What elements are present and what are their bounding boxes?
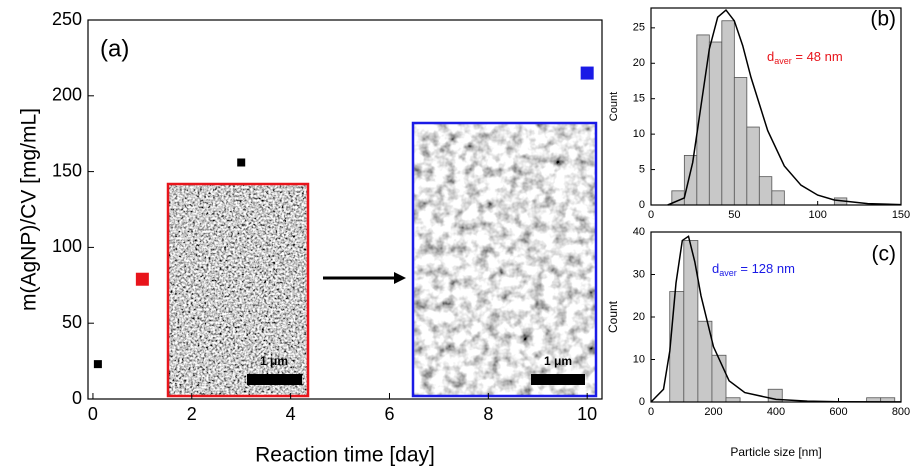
bar [771, 190, 785, 206]
plot-frame [650, 7, 902, 206]
x-tick-label: 0 [648, 406, 654, 418]
annotation-main: d [712, 261, 719, 276]
annotation-sub: aver [719, 268, 737, 278]
y-tick-label: 20 [633, 57, 645, 69]
x-tick-label: 2 [187, 404, 197, 424]
point [93, 360, 102, 369]
y-tick-label: 250 [52, 9, 82, 29]
plot-frame [87, 19, 603, 400]
annotation: daver = 128 nm [712, 261, 795, 278]
point [237, 158, 246, 167]
bar [683, 154, 698, 206]
point [135, 272, 149, 286]
sem-image [168, 184, 308, 396]
y-tick-label: 15 [633, 93, 645, 105]
bar [669, 291, 685, 403]
annotation-rest: = 48 nm [792, 49, 843, 64]
scale-bar-label: 1 μm [260, 354, 288, 368]
fit-curve [650, 235, 902, 403]
x-axis-title: Particle size [nm] [730, 445, 821, 459]
y-tick-label: 25 [633, 22, 645, 34]
y-tick-label: 0 [72, 388, 82, 408]
arrow [323, 272, 406, 284]
bar [711, 354, 727, 403]
point [580, 66, 594, 80]
x-axis-title: Reaction time [day] [255, 444, 435, 467]
scale-bar-label: 1 μm [544, 354, 572, 368]
x-tick-label: 8 [483, 404, 493, 424]
y-axis-title: m(AgNP)/CV [mg/mL] [18, 108, 41, 311]
x-tick-label: 600 [829, 406, 847, 418]
inset-border [166, 182, 310, 398]
annotation-main: d [767, 49, 774, 64]
panel-label: (a) [100, 35, 129, 62]
bar [733, 77, 748, 206]
y-tick-label: 50 [62, 312, 82, 332]
sem-image [413, 123, 596, 396]
arrow-head [394, 272, 406, 284]
y-tick-label: 30 [633, 268, 645, 280]
bar [708, 41, 723, 206]
plot-frame [650, 231, 902, 403]
annotation-sub: aver [774, 56, 792, 66]
annotation: daver = 48 nm [767, 49, 843, 66]
y-axis-title: Count [606, 300, 620, 333]
scale-bar [247, 374, 302, 385]
x-tick-label: 50 [728, 209, 740, 221]
x-tick-label: 400 [767, 406, 785, 418]
annotation-rest: = 128 nm [737, 261, 795, 276]
x-tick-label: 0 [88, 404, 98, 424]
x-tick-label: 200 [704, 406, 722, 418]
bar [725, 397, 741, 403]
y-tick-label: 200 [52, 85, 82, 105]
x-tick-label: 100 [808, 209, 826, 221]
panel-label: (c) [872, 243, 897, 266]
bar [746, 126, 760, 206]
bar [721, 20, 735, 206]
inset-blue: 1 μm [411, 121, 598, 398]
scale-bar [531, 374, 585, 385]
x-tick-label: 6 [384, 404, 394, 424]
y-tick-label: 5 [639, 163, 645, 175]
y-tick-label: 10 [633, 353, 645, 365]
panel-label: (b) [870, 8, 896, 31]
x-tick-label: 10 [577, 404, 597, 424]
inset-border [411, 121, 598, 398]
y-tick-label: 0 [639, 396, 645, 408]
fit-curve [667, 9, 902, 206]
y-tick-label: 20 [633, 311, 645, 323]
bar [758, 176, 773, 206]
y-tick-label: 40 [633, 226, 645, 238]
inset-red: 1 μm [166, 182, 310, 398]
y-tick-label: 10 [633, 128, 645, 140]
y-tick-label: 0 [639, 199, 645, 211]
x-tick-label: 150 [892, 209, 910, 221]
x-tick-label: 0 [648, 209, 654, 221]
y-tick-label: 150 [52, 160, 82, 180]
y-axis-title: Count [608, 92, 620, 121]
x-tick-label: 4 [286, 404, 296, 424]
y-tick-label: 100 [52, 236, 82, 256]
x-tick-label: 800 [892, 406, 910, 418]
